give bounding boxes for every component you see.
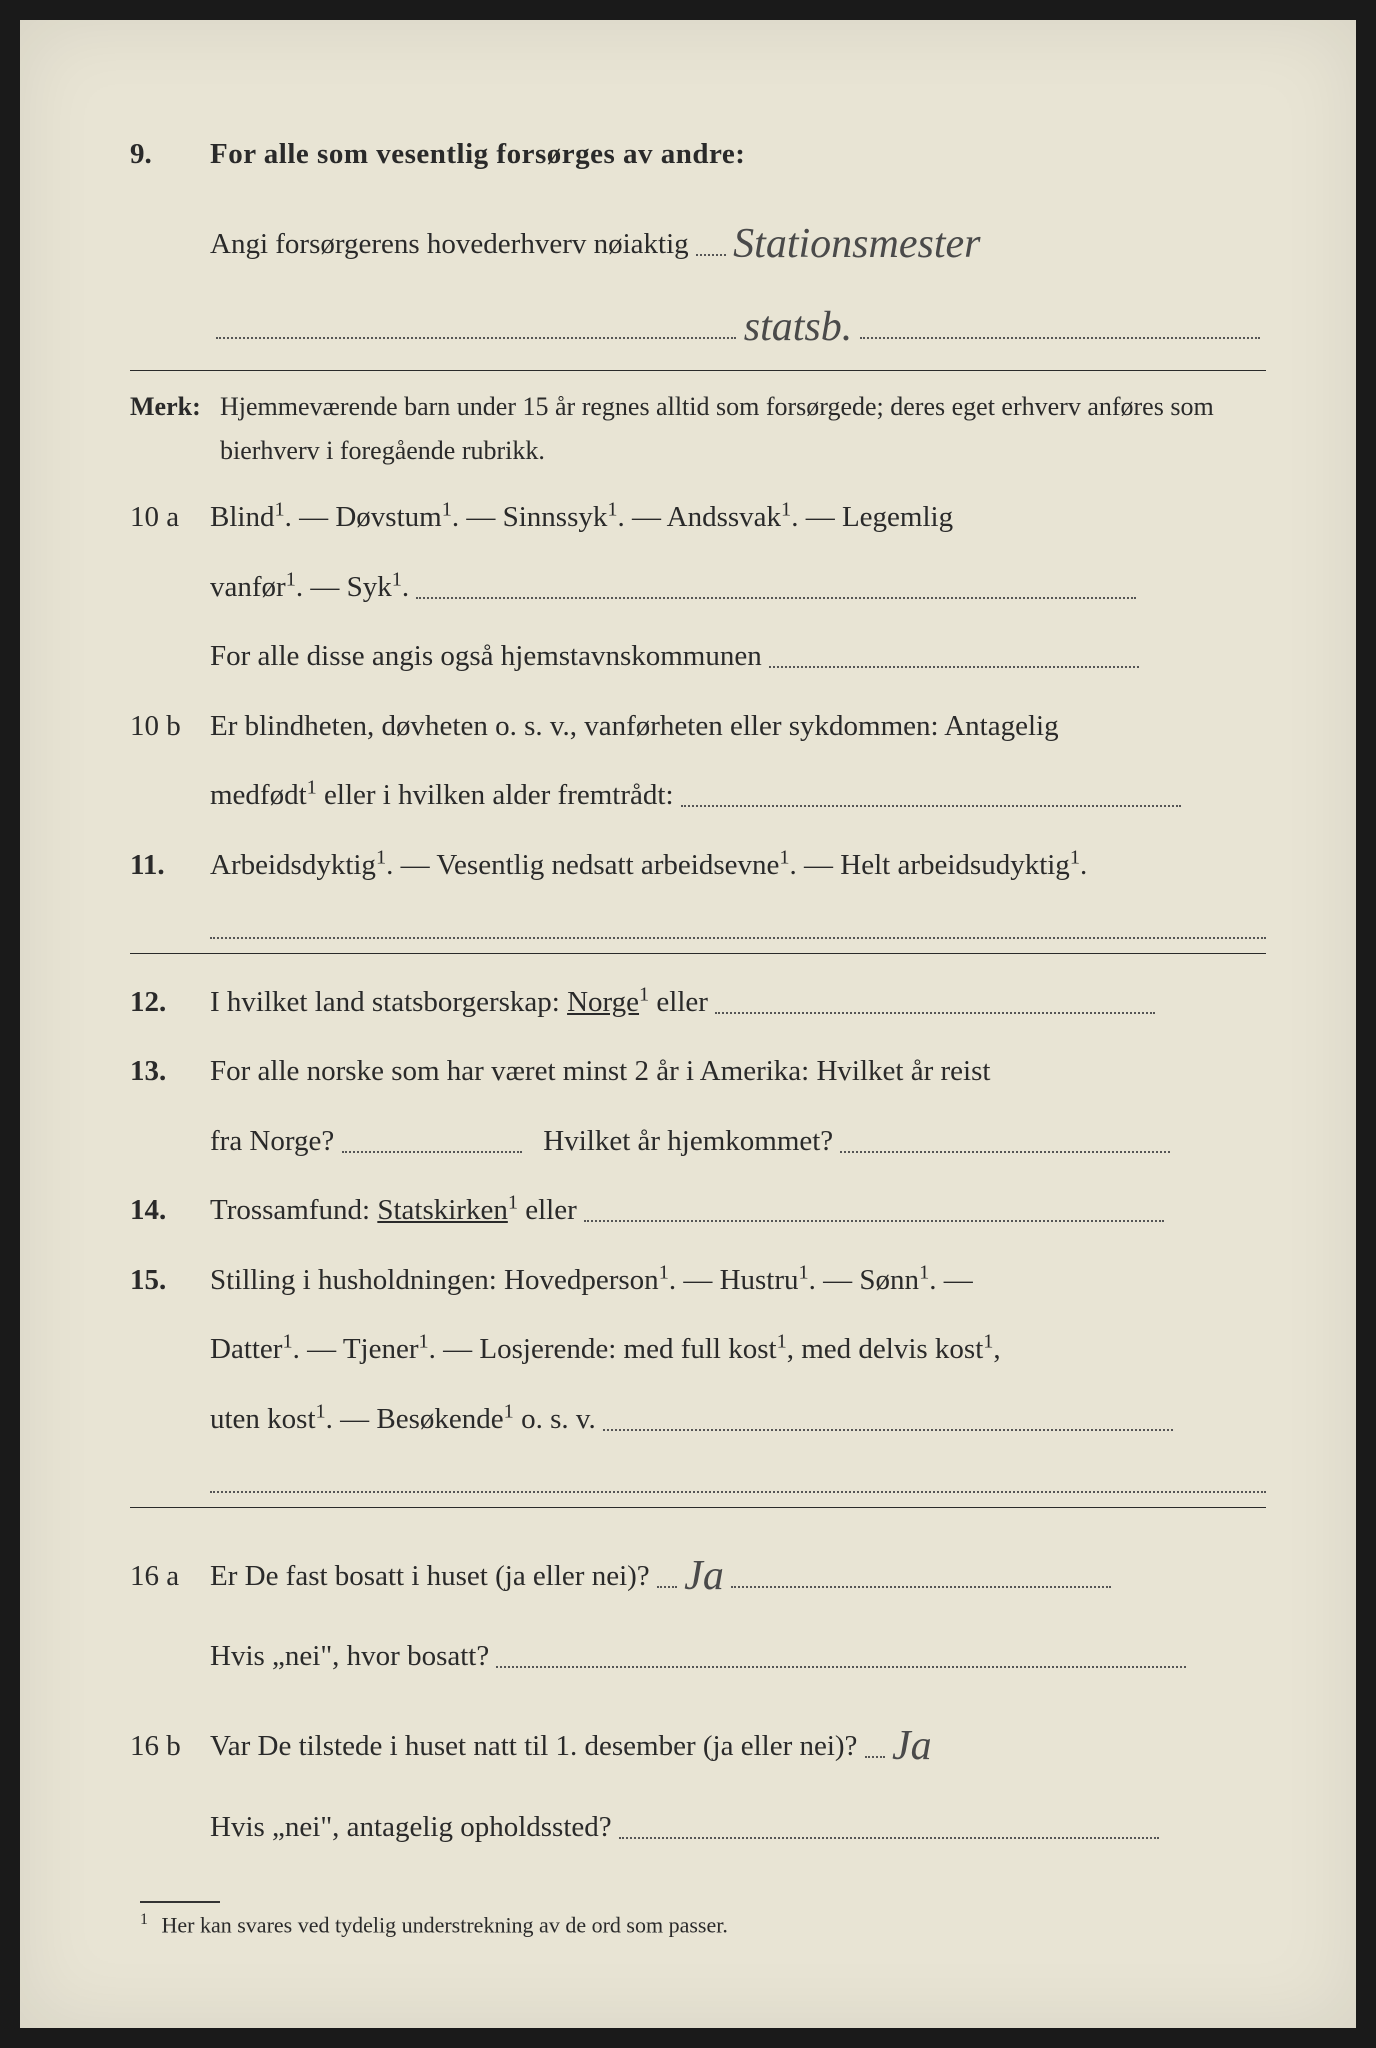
q16b-number: 16 b (130, 1712, 210, 1782)
document-page: 9. For alle som vesentlig forsørges av a… (20, 20, 1356, 2028)
q13-number: 13. (130, 1037, 210, 1107)
q9-line1: 9. For alle som vesentlig forsørges av a… (130, 120, 1266, 190)
q10a-line3: For alle disse angis også hjemstavnskomm… (130, 622, 1266, 692)
q11-line1: 11. Arbeidsdyktig1. — Vesentlig nedsatt … (130, 831, 1266, 901)
q15-blank (210, 1469, 1266, 1493)
footnote-text: Her kan svares ved tydelig understreknin… (162, 1912, 728, 1937)
q10a-line1: 10 a Blind1. — Døvstum1. — Sinnssyk1. — … (130, 483, 1266, 553)
divider-1 (130, 370, 1266, 371)
merk-label: Merk: (130, 385, 220, 429)
divider-3 (130, 1507, 1266, 1508)
q15-line2: Datter1. — Tjener1. — Losjerende: med fu… (130, 1315, 1266, 1385)
q10b-line2: medfødt1 eller i hvilken alder fremtrådt… (130, 761, 1266, 831)
q16b-line2: Hvis „nei", antagelig opholdssted? (130, 1793, 1266, 1863)
q15-line1: 15. Stilling i husholdningen: Hovedperso… (130, 1246, 1266, 1316)
footnote-marker: 1 (140, 1911, 148, 1928)
divider-2 (130, 953, 1266, 954)
q9-handwritten-1: Stationsmester (733, 221, 980, 267)
q9-number: 9. (130, 120, 210, 190)
q9-label: Angi forsørgerens hovederhverv nøiaktig (210, 228, 689, 260)
q9-handwritten-2: statsb. (744, 304, 853, 350)
q16b-answer: Ja (892, 1723, 932, 1769)
merk-text: Hjemmeværende barn under 15 år regnes al… (220, 385, 1266, 473)
q16a-line1: 16 a Er De fast bosatt i huset (ja eller… (130, 1522, 1266, 1623)
q15-number: 15. (130, 1246, 210, 1316)
q16b-line1: 16 b Var De tilstede i huset natt til 1.… (130, 1692, 1266, 1793)
q12: 12. I hvilket land statsborgerskap: Norg… (130, 968, 1266, 1038)
q16a-line2: Hvis „nei", hvor bosatt? (130, 1622, 1266, 1692)
q14: 14. Trossamfund: Statskirken1 eller (130, 1176, 1266, 1246)
footnote: 1 Her kan svares ved tydelig understrekn… (140, 1901, 728, 1938)
q9-line3: statsb. (130, 290, 1266, 357)
q10a-number: 10 a (130, 483, 210, 553)
q12-number: 12. (130, 968, 210, 1038)
q14-number: 14. (130, 1176, 210, 1246)
merk-note: Merk: Hjemmeværende barn under 15 år reg… (130, 385, 1266, 473)
q10a-line2: vanfør1. — Syk1. (130, 553, 1266, 623)
q13-line1: 13. For alle norske som har været minst … (130, 1037, 1266, 1107)
q16a-number: 16 a (130, 1542, 210, 1612)
q9-line2: Angi forsørgerens hovederhverv nøiaktig … (130, 190, 1266, 291)
q10b-number: 10 b (130, 692, 210, 762)
q15-line3: uten kost1. — Besøkende1 o. s. v. (130, 1385, 1266, 1455)
q11-number: 11. (130, 831, 210, 901)
q9-heading: For alle som vesentlig forsørges av andr… (210, 120, 1266, 190)
q16a-answer: Ja (684, 1553, 724, 1599)
q10b-line1: 10 b Er blindheten, døvheten o. s. v., v… (130, 692, 1266, 762)
footnote-rule (140, 1901, 220, 1903)
q11-blank (210, 915, 1266, 939)
q13-line2: fra Norge? Hvilket år hjemkommet? (130, 1107, 1266, 1177)
